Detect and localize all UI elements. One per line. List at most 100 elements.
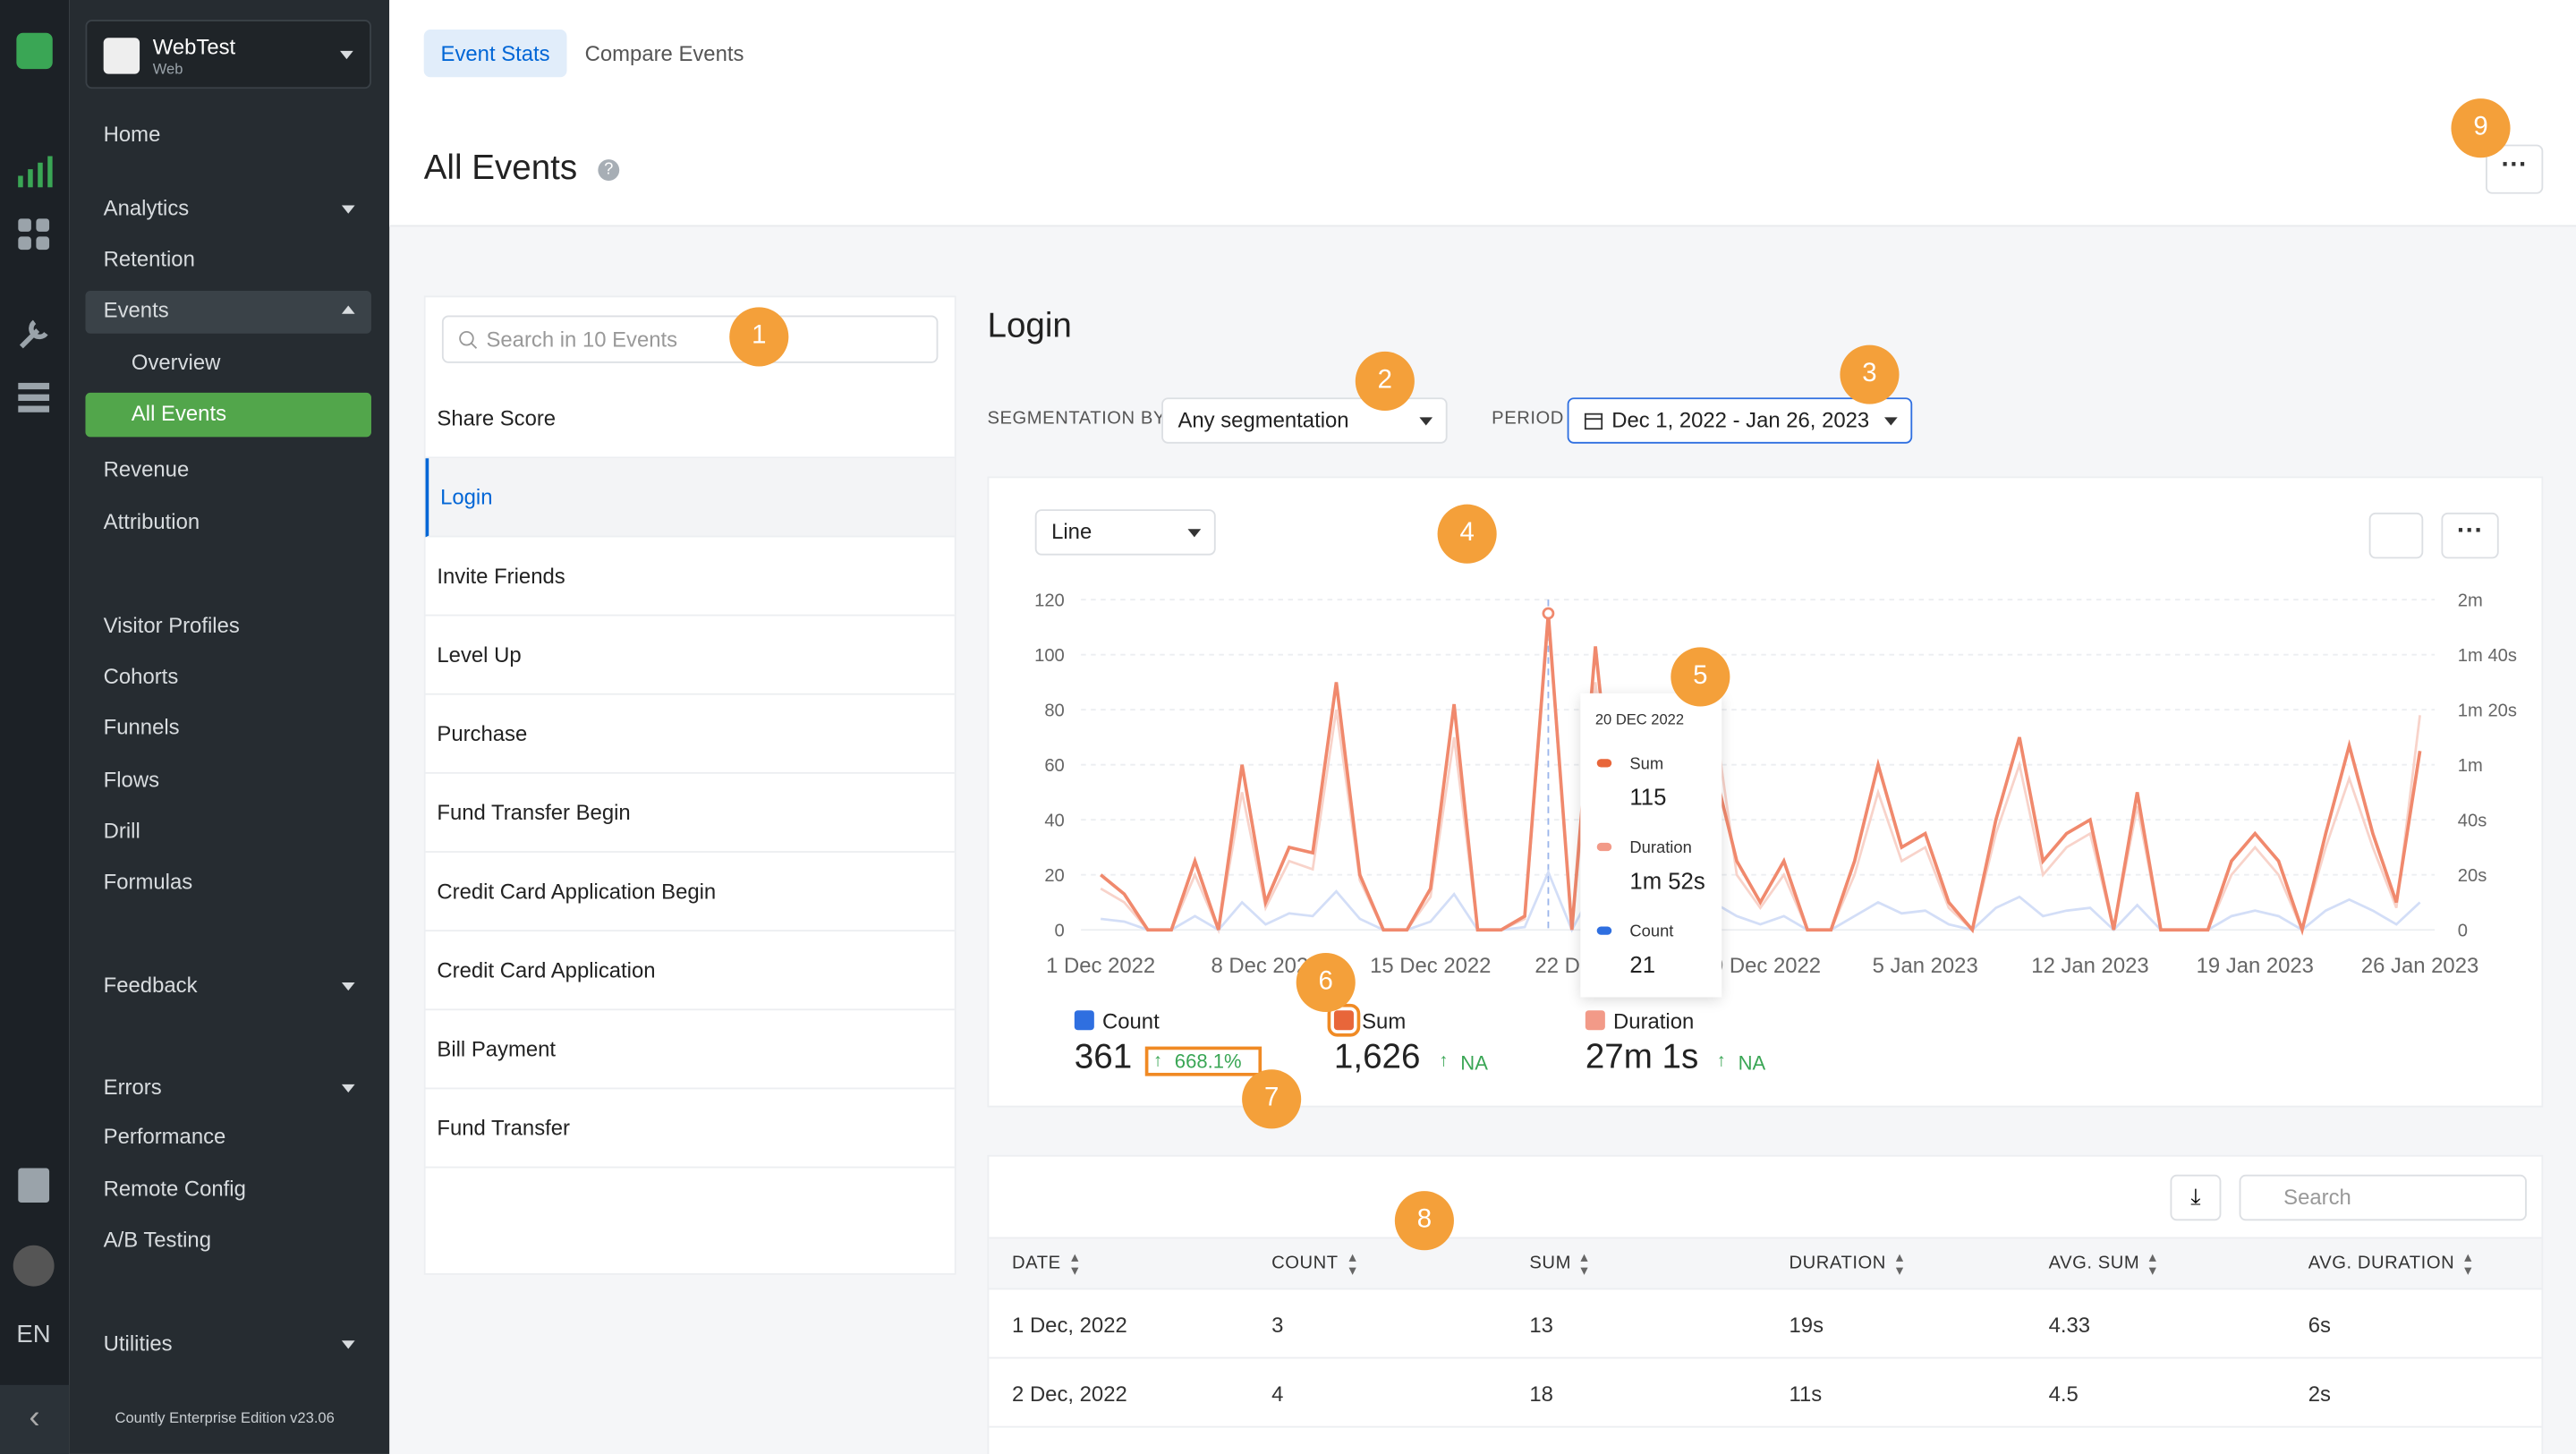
annotation-marker: 9: [2451, 98, 2511, 158]
dashboard-icon[interactable]: [18, 218, 51, 251]
nav-item[interactable]: A/B Testing: [103, 1227, 211, 1253]
nav-item[interactable]: Overview: [131, 350, 221, 375]
tooltip-value: 1m 52s: [1629, 867, 1705, 894]
annotation-marker: 5: [1671, 647, 1730, 707]
event-search[interactable]: Search in 10 Events: [441, 315, 939, 363]
nav-item[interactable]: Formulas: [103, 869, 193, 894]
tooltip-series: Count: [1629, 923, 1674, 942]
event-item[interactable]: Login: [425, 458, 955, 538]
column-header[interactable]: DURATION: [1789, 1253, 1886, 1273]
nav-item[interactable]: Analytics: [103, 195, 190, 221]
column-header[interactable]: SUM: [1529, 1253, 1571, 1273]
legend-checkbox[interactable]: [1327, 1003, 1361, 1037]
caret: [1187, 529, 1202, 538]
label: SEGMENTATION BY: [987, 409, 1166, 429]
nav-item[interactable]: Visitor Profiles: [103, 612, 240, 638]
event-item[interactable]: Bill Payment: [425, 1010, 955, 1090]
nav-item[interactable]: Drill: [103, 818, 140, 843]
logo[interactable]: [16, 32, 53, 70]
column-header[interactable]: DATE: [1012, 1253, 1061, 1273]
table-cell: 2s: [2308, 1382, 2331, 1407]
tools-icon[interactable]: [18, 317, 51, 350]
tooltip-dot: [1596, 759, 1612, 768]
chart-more-button[interactable]: ···: [2441, 512, 2499, 559]
y2-tick-label: 40s: [2458, 812, 2487, 831]
nav-item[interactable]: Cohorts: [103, 663, 179, 689]
docs-icon[interactable]: [18, 1168, 51, 1203]
event-item[interactable]: Purchase: [425, 695, 955, 774]
legend-checkbox[interactable]: [1585, 1010, 1605, 1031]
event-item[interactable]: Fund Transfer Begin: [425, 774, 955, 853]
avatar[interactable]: [13, 1245, 55, 1287]
chart-type-select[interactable]: Line: [1034, 509, 1216, 556]
nav-item[interactable]: Feedback: [103, 972, 198, 998]
event-item[interactable]: Credit Card Application Begin: [425, 853, 955, 932]
nav-item[interactable]: Events: [103, 297, 169, 322]
sidebar: WebTest Web Countly Enterprise Edition v…: [69, 0, 390, 1454]
language[interactable]: EN: [16, 1321, 51, 1349]
event-item[interactable]: Share Score: [425, 379, 955, 459]
x-tick-label: 26 Jan 2023: [2361, 954, 2478, 978]
table-cell: 1 Dec, 2022: [1012, 1313, 1127, 1338]
sort-icon: ▴ ▾: [2148, 1248, 2156, 1279]
footer: Countly Enterprise Edition v23.06: [115, 1409, 335, 1426]
nav-item[interactable]: Attribution: [103, 509, 200, 534]
tooltip-value: 21: [1629, 951, 1656, 978]
data-table: ⤓ Search DATE ▴ ▾ COUNT ▴ ▾ SUM ▴ ▾ DURATION ▴ …: [987, 1154, 2544, 1454]
nav-item[interactable]: Remote Config: [103, 1176, 246, 1202]
app-selector[interactable]: WebTest Web: [85, 20, 371, 89]
table-search[interactable]: Search: [2239, 1174, 2527, 1221]
collapse-button[interactable]: ‹: [0, 1384, 70, 1454]
legend-checkbox[interactable]: [1074, 1010, 1094, 1031]
legend-name[interactable]: Duration: [1613, 1008, 1695, 1033]
y-tick-label: 20: [1044, 866, 1064, 886]
nav-item[interactable]: Funnels: [103, 714, 180, 740]
help-icon[interactable]: ?: [598, 159, 620, 181]
x-tick-label: 12 Jan 2023: [2031, 954, 2148, 978]
table-cell: 19s: [1789, 1313, 1824, 1338]
event-title: Login: [987, 307, 1072, 345]
table-cell: 4.5: [2048, 1382, 2079, 1407]
tooltip-value: 115: [1629, 783, 1667, 811]
nav-item[interactable]: Home: [103, 121, 161, 147]
app-icon: [103, 38, 140, 74]
column-header[interactable]: COUNT: [1271, 1253, 1339, 1273]
event-item[interactable]: Invite Friends: [425, 537, 955, 616]
annotation-marker: 7: [1242, 1069, 1302, 1129]
nav-item[interactable]: All Events: [131, 401, 227, 426]
table-cell: 18: [1529, 1382, 1553, 1407]
caret: [341, 1340, 355, 1349]
nav-item[interactable]: Performance: [103, 1123, 226, 1149]
event-item[interactable]: Level Up: [425, 616, 955, 695]
tooltip-series: Duration: [1629, 839, 1692, 858]
nav-item[interactable]: Utilities: [103, 1331, 173, 1356]
x-tick-label: 19 Jan 2023: [2197, 954, 2314, 978]
select-value: Line: [1051, 519, 1092, 544]
download-button[interactable]: ⤓: [2170, 1174, 2222, 1221]
nav-item[interactable]: Flows: [103, 767, 160, 793]
annotation-marker: 6: [1296, 952, 1356, 1013]
management-icon[interactable]: [18, 382, 51, 412]
annotation-marker: 4: [1437, 504, 1497, 564]
event-item[interactable]: Fund Transfer: [425, 1089, 955, 1169]
y-tick-label: 80: [1044, 701, 1064, 721]
table-cell: 11s: [1789, 1382, 1823, 1407]
legend-name[interactable]: Sum: [1362, 1008, 1407, 1033]
column-header[interactable]: AVG. DURATION: [2308, 1253, 2455, 1273]
caret: [340, 50, 353, 60]
x-tick-label: 1 Dec 2022: [1046, 954, 1155, 978]
tab[interactable]: Event Stats: [423, 30, 567, 78]
nav-item[interactable]: Retention: [103, 246, 195, 271]
table-cell: 13: [1529, 1313, 1553, 1338]
period-picker[interactable]: Dec 1, 2022 - Jan 26, 2023: [1567, 397, 1913, 444]
analytics-icon[interactable]: [16, 156, 53, 189]
column-header[interactable]: AVG. SUM: [2048, 1253, 2140, 1273]
nav-item[interactable]: Revenue: [103, 456, 190, 481]
nav-item[interactable]: Errors: [103, 1074, 162, 1100]
event-item[interactable]: Credit Card Application: [425, 931, 955, 1011]
tab[interactable]: Compare Events: [584, 40, 744, 66]
legend-name[interactable]: Count: [1102, 1008, 1160, 1033]
notes-button[interactable]: [2368, 512, 2424, 559]
